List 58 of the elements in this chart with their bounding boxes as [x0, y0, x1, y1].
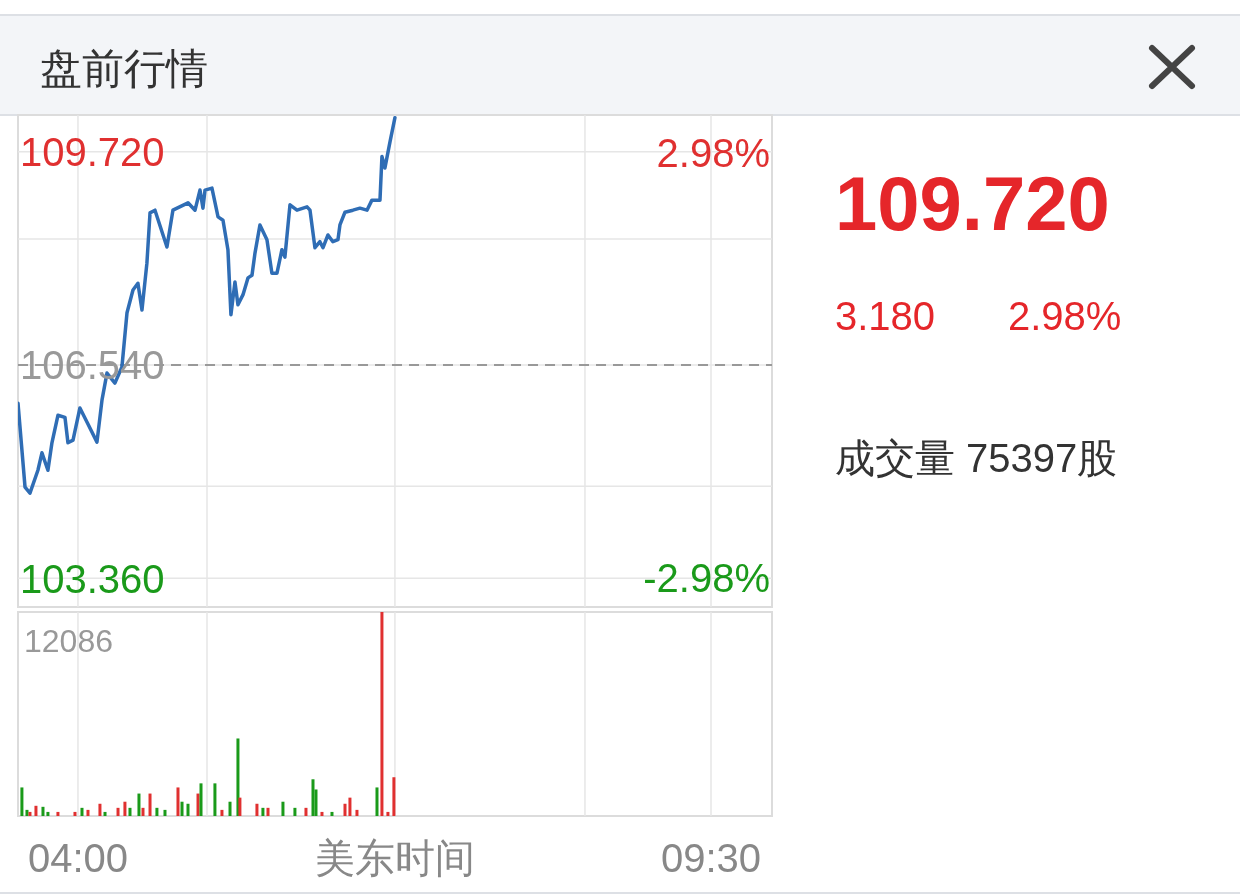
- bar: [343, 803, 347, 816]
- annotation: 12086: [24, 623, 113, 659]
- bar: [380, 612, 384, 816]
- x-tick-label: 04:00: [27, 836, 129, 880]
- bar: [196, 793, 200, 816]
- bar: [392, 777, 396, 816]
- bar: [155, 807, 159, 816]
- bar: [98, 803, 102, 816]
- bar: [261, 807, 265, 816]
- bar: [116, 807, 120, 816]
- y-tick-label: 109.720: [20, 130, 165, 175]
- bar: [186, 803, 190, 816]
- bar: [128, 807, 132, 816]
- bar: [34, 805, 38, 816]
- bar: [238, 797, 242, 816]
- x-axis-title: 美东时间: [315, 836, 475, 880]
- bar: [73, 811, 77, 816]
- bar: [311, 779, 315, 816]
- text: 109.720: [835, 161, 1110, 246]
- bar: [228, 801, 232, 816]
- bar: [148, 793, 152, 816]
- bar: [386, 811, 390, 816]
- bar: [56, 811, 60, 816]
- text: 3.180: [835, 294, 936, 338]
- bar: [46, 811, 50, 816]
- bar: [103, 811, 107, 816]
- bar: [375, 787, 379, 816]
- bar: [281, 801, 285, 816]
- bar: [141, 807, 145, 816]
- bar: [213, 783, 217, 816]
- bar: [330, 811, 334, 816]
- x-tick-label: 09:30: [660, 836, 762, 880]
- y-tick-label: 103.360: [20, 556, 165, 601]
- bar: [304, 807, 308, 816]
- text: 成交量 75397股: [835, 436, 1118, 480]
- bar: [41, 806, 45, 816]
- bar: [20, 787, 24, 816]
- bar: [137, 793, 141, 816]
- bar: [255, 803, 259, 816]
- line-series: [18, 115, 397, 495]
- bar: [80, 807, 84, 816]
- y2-tick-label: 2.98%: [656, 130, 770, 175]
- text: 2.98%: [1008, 294, 1122, 338]
- bar: [220, 809, 224, 816]
- bar: [236, 738, 240, 816]
- bar: [180, 801, 184, 816]
- bar: [176, 787, 180, 816]
- bar: [123, 801, 127, 816]
- bar: [320, 811, 324, 816]
- bar: [293, 807, 297, 816]
- y2-tick-label: -2.98%: [643, 556, 770, 601]
- bar: [199, 783, 203, 816]
- bar: [163, 809, 167, 816]
- bar: [266, 807, 270, 816]
- chart-title: 盘前行情: [40, 45, 208, 92]
- bar: [86, 809, 90, 816]
- bar: [348, 797, 352, 816]
- bar: [355, 809, 359, 816]
